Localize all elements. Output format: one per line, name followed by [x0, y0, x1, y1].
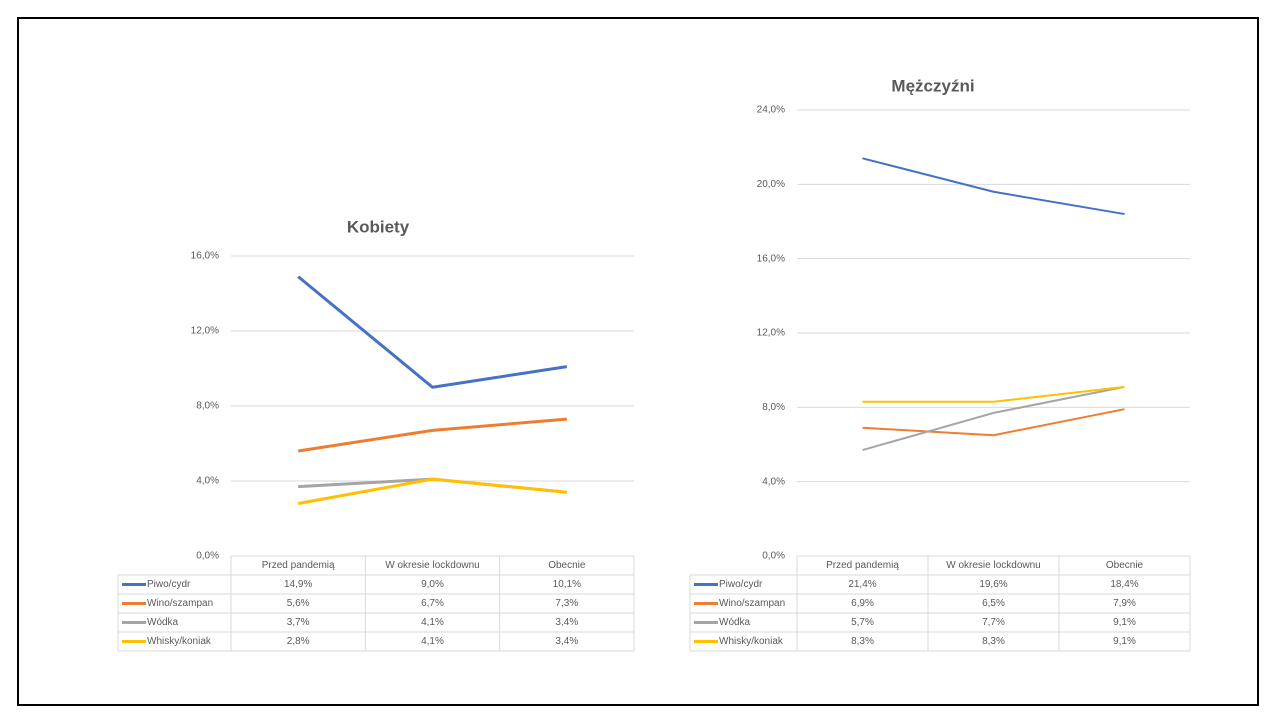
y-tick-label: 4,0%	[196, 476, 219, 487]
y-tick-label: 0,0%	[196, 551, 219, 562]
table-value: 7,7%	[982, 617, 1005, 628]
table-value: 9,1%	[1113, 617, 1136, 628]
x-tick-label: Przed pandemią	[826, 560, 899, 571]
x-tick-label: Obecnie	[1106, 560, 1144, 571]
y-tick-label: 16,0%	[191, 251, 219, 262]
y-tick-label: 20,0%	[757, 179, 785, 190]
legend-label: Wódka	[719, 617, 751, 628]
table-value: 6,7%	[421, 598, 444, 609]
legend-label: Whisky/koniak	[719, 636, 784, 647]
y-tick-label: 24,0%	[757, 105, 785, 116]
chart-title: Kobiety	[347, 217, 410, 236]
y-tick-label: 16,0%	[757, 253, 785, 264]
table-value: 19,6%	[979, 579, 1007, 590]
legend-label: Whisky/koniak	[147, 636, 212, 647]
table-value: 2,8%	[287, 636, 310, 647]
line	[862, 157, 1125, 216]
x-tick-label: Obecnie	[548, 560, 586, 571]
y-tick-label: 8,0%	[762, 402, 785, 413]
table-value: 18,4%	[1110, 579, 1138, 590]
table-value: 6,5%	[982, 598, 1005, 609]
y-tick-label: 8,0%	[196, 401, 219, 412]
table-value: 21,4%	[848, 579, 876, 590]
table-value: 6,9%	[851, 598, 874, 609]
line	[297, 477, 567, 505]
table-value: 9,1%	[1113, 636, 1136, 647]
legend-label: Wódka	[147, 617, 179, 628]
line	[862, 385, 1125, 403]
table-value: 4,1%	[421, 617, 444, 628]
line	[297, 417, 567, 453]
table-value: 3,4%	[555, 636, 578, 647]
line	[862, 385, 1125, 452]
table-value: 10,1%	[553, 579, 581, 590]
table-value: 7,9%	[1113, 598, 1136, 609]
x-tick-label: Przed pandemią	[262, 560, 335, 571]
table-value: 3,4%	[555, 617, 578, 628]
y-tick-label: 12,0%	[191, 326, 219, 337]
legend-label: Piwo/cydr	[719, 579, 763, 590]
y-tick-label: 12,0%	[757, 328, 785, 339]
legend-label: Piwo/cydr	[147, 579, 191, 590]
legend-label: Wino/szampan	[719, 598, 785, 609]
table-value: 14,9%	[284, 579, 312, 590]
table-value: 4,1%	[421, 636, 444, 647]
table-value: 5,6%	[287, 598, 310, 609]
line	[297, 275, 568, 389]
table-value: 7,3%	[555, 598, 578, 609]
table-value: 3,7%	[287, 617, 310, 628]
table-value: 9,0%	[421, 579, 444, 590]
table-value: 5,7%	[851, 617, 874, 628]
frame	[17, 17, 1259, 706]
y-tick-label: 4,0%	[762, 476, 785, 487]
table-value: 8,3%	[982, 636, 1005, 647]
table-value: 8,3%	[851, 636, 874, 647]
x-tick-label: W okresie lockdownu	[385, 560, 479, 571]
chart-title: Mężczyźni	[891, 76, 974, 95]
legend-label: Wino/szampan	[147, 598, 213, 609]
x-tick-label: W okresie lockdownu	[946, 560, 1040, 571]
line	[862, 408, 1125, 437]
y-tick-label: 0,0%	[762, 551, 785, 562]
